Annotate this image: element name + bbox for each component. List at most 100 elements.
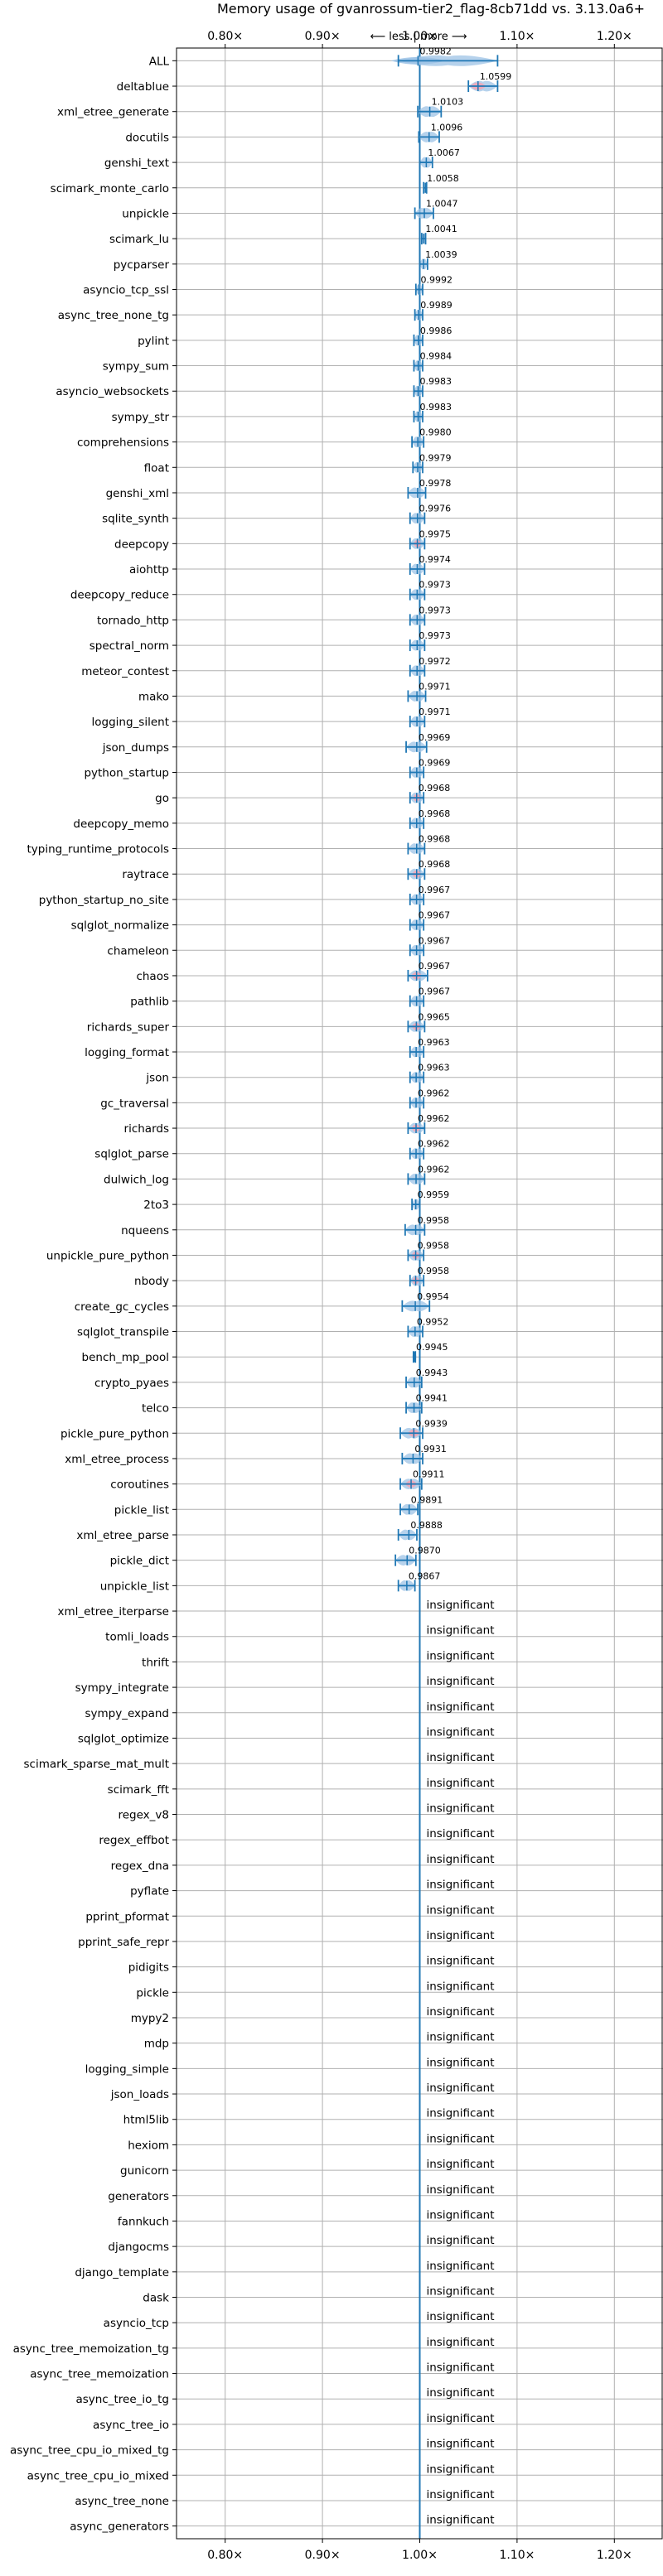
benchmark-label: pycparser <box>114 258 170 272</box>
value-label: 0.9954 <box>417 1291 449 1302</box>
benchmark-label: xml_etree_generate <box>57 106 169 119</box>
benchmark-label: unpickle_list <box>100 1580 169 1593</box>
value-label: 1.0599 <box>480 71 512 82</box>
benchmark-label: create_gc_cycles <box>75 1300 169 1314</box>
benchmark-label: dulwich_log <box>104 1173 169 1186</box>
insignificant-label: insignificant <box>427 2488 495 2501</box>
insignificant-label: insignificant <box>427 1751 495 1764</box>
benchmark-label: meteor_contest <box>81 665 169 678</box>
benchmark-label: json <box>145 1072 169 1085</box>
benchmark-label: pprint_safe_repr <box>78 1936 169 1949</box>
x-tick-label-bottom: 0.80× <box>207 2549 243 2562</box>
benchmark-label: pylint <box>138 335 169 348</box>
value-label: 0.9931 <box>414 1444 447 1454</box>
benchmark-label: xml_etree_iterparse <box>58 1605 170 1618</box>
value-label: 0.9958 <box>418 1266 450 1276</box>
benchmark-label: pidigits <box>128 1961 169 1975</box>
value-label: 1.0096 <box>431 122 463 133</box>
mark-layer <box>390 48 499 2539</box>
value-label: 0.9983 <box>420 402 452 412</box>
value-label: 0.9971 <box>419 707 451 717</box>
value-label: 0.9969 <box>419 732 451 743</box>
benchmark-label: gc_traversal <box>100 1097 169 1110</box>
value-label: 1.0041 <box>425 224 457 234</box>
value-label: 0.9968 <box>419 808 450 819</box>
benchmark-label: pickle_dict <box>110 1555 169 1568</box>
benchmark-label: nbody <box>134 1275 169 1288</box>
benchmark-label: async_tree_memoization_tg <box>13 2342 169 2356</box>
value-label: 0.9983 <box>420 376 452 387</box>
value-label: 0.9967 <box>419 961 451 972</box>
value-label: 0.9911 <box>413 1469 445 1480</box>
x-tick-label-bottom: 1.10× <box>499 2549 535 2562</box>
value-label: 0.9958 <box>418 1215 450 1226</box>
label-layer: 0.80× 0.80× 0.90× 0.90× 1.00× 1.00× 1.10× 1.10×… <box>10 30 632 2562</box>
benchmark-label: logging_silent <box>92 716 169 729</box>
benchmark-label: regex_effbot <box>99 1834 169 1847</box>
benchmark-label: coroutines <box>110 1479 169 1492</box>
benchmark-label: sqlite_synth <box>102 513 169 526</box>
insignificant-label: insignificant <box>427 2208 495 2221</box>
benchmark-label: scimark_sparse_mat_mult <box>24 1758 169 1771</box>
benchmark-label: scimark_monte_carlo <box>51 182 169 195</box>
benchmark-label: go <box>155 792 169 805</box>
plot-frame <box>176 47 663 2540</box>
value-label: 0.9978 <box>419 478 452 489</box>
value-label: 0.9867 <box>409 1570 441 1581</box>
benchmark-label: async_tree_none <box>75 2495 169 2508</box>
benchmark-label: deltablue <box>117 80 169 94</box>
insignificant-label: insignificant <box>427 1853 495 1866</box>
value-label: 0.9992 <box>421 274 453 285</box>
insignificant-label: insignificant <box>427 2005 495 2019</box>
benchmark-label: async_tree_memoization <box>30 2368 169 2381</box>
insignificant-label: insignificant <box>427 2310 495 2323</box>
benchmark-label: async_tree_io <box>93 2419 169 2432</box>
value-label: 1.0058 <box>427 173 459 184</box>
insignificant-label: insignificant <box>427 2463 495 2476</box>
value-label: 0.9969 <box>419 757 451 768</box>
benchmark-label: generators <box>108 2190 169 2203</box>
benchmark-label: djangocms <box>108 2241 169 2254</box>
x-tick-label-top: 1.10× <box>499 30 535 43</box>
value-label: 0.9963 <box>418 1037 450 1048</box>
value-label: 1.0039 <box>425 249 457 260</box>
benchmark-label: hexiom <box>128 2139 169 2152</box>
chart-title: Memory usage of gvanrossum-tier2_flag-8c… <box>217 1 645 17</box>
benchmark-label: spectral_norm <box>90 639 169 653</box>
benchmark-label: scimark_lu <box>109 233 169 246</box>
benchmark-label: django_template <box>75 2266 169 2279</box>
insignificant-label: insignificant <box>427 2234 495 2247</box>
value-label: 0.9974 <box>419 554 451 565</box>
benchmark-label: html5lib <box>123 2114 169 2127</box>
benchmark-label: regex_dna <box>111 1860 169 1873</box>
value-label: 0.9965 <box>418 1011 450 1022</box>
value-label: 0.9962 <box>418 1139 450 1150</box>
value-label: 0.9968 <box>419 859 450 870</box>
insignificant-label: insignificant <box>427 1802 495 1816</box>
value-label: 0.9870 <box>409 1546 441 1556</box>
benchmark-label: sqlglot_optimize <box>78 1732 169 1745</box>
benchmark-label: raytrace <box>122 868 169 881</box>
benchmark-label: asyncio_websockets <box>56 385 169 398</box>
benchmark-label: async_tree_cpu_io_mixed_tg <box>10 2444 169 2458</box>
direction-label: ⟵ less | more ⟶ <box>370 31 467 43</box>
insignificant-label: insignificant <box>427 2514 495 2527</box>
insignificant-label: insignificant <box>427 2158 495 2171</box>
value-label: 0.9967 <box>419 987 451 997</box>
benchmark-label: scimark_fft <box>108 1783 169 1797</box>
benchmark-label: pprint_pformat <box>85 1910 169 1923</box>
benchmark-label: sympy_expand <box>85 1707 169 1720</box>
benchmark-label: dask <box>143 2292 169 2305</box>
benchmark-label: unpickle <box>122 207 169 220</box>
benchmark-label: sympy_sum <box>103 360 169 374</box>
benchmark-label: richards_super <box>87 1020 170 1034</box>
benchmark-label: pickle_pure_python <box>60 1427 169 1440</box>
x-tick-label-bottom: 0.90× <box>305 2549 341 2562</box>
benchmark-label: unpickle_pure_python <box>46 1249 169 1262</box>
benchmark-label: mypy2 <box>131 2012 169 2025</box>
value-label: 0.9939 <box>415 1418 448 1429</box>
value-label: 0.9952 <box>417 1317 449 1328</box>
insignificant-label: insignificant <box>427 2361 495 2375</box>
